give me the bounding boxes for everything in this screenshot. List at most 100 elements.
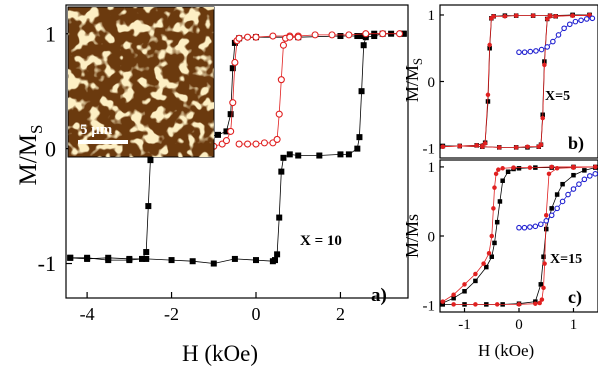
panel-c-series-3-point [546, 171, 552, 177]
panel-b-series-3-point [553, 14, 558, 19]
panel-c-series-2-point [511, 165, 516, 170]
panel-b-series-3-point [497, 145, 502, 150]
panel-c-series-1-point [549, 206, 554, 211]
panel-a-series-1-point [337, 151, 344, 158]
panel-c-series-2-point [491, 206, 496, 211]
panel-a-series-2-point [269, 32, 277, 40]
panel-b-series-4-point [527, 48, 534, 55]
panel-c-series-2-point [462, 282, 467, 287]
panel-a-series-3-point [273, 135, 281, 143]
panel-b-series-4-point [561, 25, 567, 32]
panel-b-series-3-point [542, 62, 547, 68]
panel-c-series-4-point [559, 198, 566, 205]
panel-b-ytick-label: 1 [428, 8, 436, 24]
panel-c-ylabel: M/Ms [402, 214, 422, 258]
panel-a-ytick-label: 1 [45, 21, 56, 46]
panel-c-xtick-label: 1 [570, 317, 578, 333]
panel-c-series-1-point [560, 181, 565, 187]
panel-c-series-4-point [587, 173, 593, 179]
panel-c-series-0-point [500, 178, 505, 183]
panel-c-series-3-point [593, 164, 598, 170]
panel-b-series-2-point [513, 13, 519, 18]
panel-c-series-0-point [492, 240, 497, 246]
panel-c-ytick-label: -1 [423, 298, 436, 314]
panel-c-series-2-point [500, 166, 505, 171]
panel-a-series-1-point [278, 168, 285, 175]
panel-a-series-2-point [231, 58, 239, 67]
panel-c-series-2-point [481, 261, 486, 266]
panel-c-series-2-point [549, 164, 554, 170]
panel-a-xtick-label: 0 [252, 304, 261, 324]
panel-a-ytick-label: -1 [38, 251, 56, 276]
panel-a-xlabel: H (kOe) [182, 341, 258, 366]
panel-b-series-4-point [550, 38, 556, 45]
panel-b-series-3-point [544, 16, 550, 22]
panel-c-series-3-point [539, 297, 545, 302]
panel-a-series-0-point [223, 128, 230, 135]
panel-b-series-4-point [583, 16, 590, 22]
panel-b-series-2-point [487, 42, 492, 48]
panel-c-series-2-point [527, 165, 533, 170]
panel-c-xtick-label: -1 [458, 317, 471, 333]
scale-bar-label: 5 μm [80, 122, 113, 138]
panel-c-series-4-point [576, 181, 582, 187]
panel-c-series-1-point [538, 282, 544, 287]
panel-a-series-2-point [244, 33, 252, 41]
panel-a-series-1-point [168, 257, 175, 264]
panel-b-series-3-point [513, 145, 519, 150]
panel-a-series-1-point [143, 255, 150, 262]
panel-c-series-4-point [521, 224, 528, 231]
panel-b-series-3-point [536, 144, 541, 149]
panel-b-series-2-point [482, 141, 488, 146]
panel-b-series-2-point [502, 14, 508, 19]
panel-c-series-0-point [494, 219, 500, 225]
panel-a-series-3-point [279, 41, 287, 49]
panel-c-series-4-point [570, 186, 577, 192]
panel-b-series-2-point [547, 13, 553, 18]
panel-a-series-1-point [371, 33, 378, 40]
panel-c-series-1-point [582, 168, 587, 173]
panel-c-series-2-point [451, 292, 456, 297]
panel-c-series-0-point [497, 199, 503, 204]
panel-b-ytick-label: 0 [428, 75, 436, 91]
panel-c-data [440, 164, 598, 307]
scale-bar [78, 140, 128, 144]
panel-a-frame [65, 4, 409, 299]
panel-c-series-3-point [473, 302, 478, 307]
panel-b-series-0-line [442, 14, 590, 147]
panel-a-series-3-point [294, 33, 302, 41]
panel-b-series-2-line [442, 14, 590, 148]
panel-b-series-2-point [485, 92, 491, 98]
panel-a-series-3-line [239, 36, 299, 145]
panel-a-annotation: X = 10 [300, 233, 342, 249]
panel-a-series-1-point [210, 260, 217, 267]
panel-a-series-1-point [360, 42, 367, 49]
panel-c-series-3-point [494, 302, 500, 307]
panel-a-series-0-point [229, 65, 236, 72]
panel-a-series-1-point [126, 255, 133, 262]
panel-a-series-3-point [235, 140, 243, 148]
afm-inset: 5 μm [67, 6, 215, 158]
panel-c-series-4-point [554, 205, 560, 212]
panel-c-series-3-point [542, 261, 547, 266]
svg-text:M/MS: M/MS [402, 58, 425, 102]
panel-b-series-3-point [480, 144, 485, 149]
panel-c-series-0-point [473, 278, 478, 284]
panel-c-xtick-label: 0 [515, 317, 523, 333]
panel-b-series-4-point [533, 48, 539, 54]
panel-c-series-0-point [451, 295, 456, 301]
panel-c-series-4-point [537, 221, 544, 228]
panel-c-series-2-point [486, 251, 492, 256]
panel-a-series-2-point [235, 34, 243, 42]
panel-a-series-2-point [229, 99, 237, 107]
panel-c-series-4-point [532, 223, 539, 230]
panel-a-series-0-point [354, 33, 361, 40]
panel-b-label: b) [568, 133, 584, 154]
panel-c-series-4-point [548, 212, 555, 219]
panel-a-series-1-point [84, 255, 91, 262]
panel-a-series-1-point [269, 258, 276, 265]
panel-a-series-1-point [274, 251, 281, 258]
panel-c-series-0-point [489, 254, 495, 259]
panel-b-annotation: X=5 [545, 89, 570, 104]
